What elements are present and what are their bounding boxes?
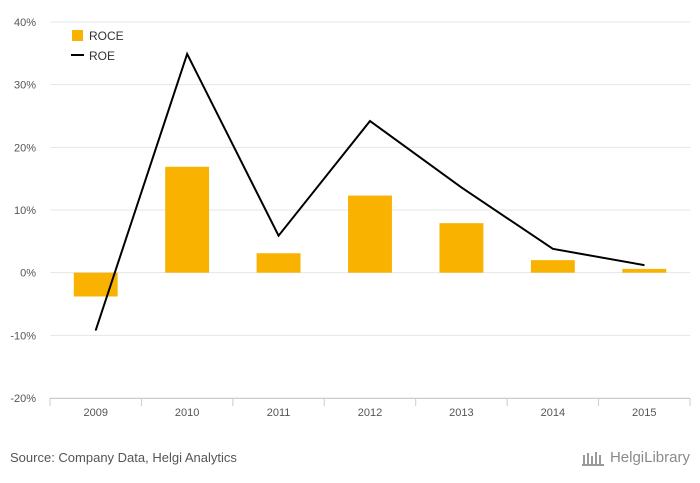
roce-bar <box>348 195 392 273</box>
roe-point <box>552 248 554 250</box>
roce-bar <box>256 253 301 273</box>
roce-bar <box>622 268 667 273</box>
x-tick-label: 2012 <box>358 407 382 419</box>
x-axis: 2009 2010 2011 2012 2013 2014 2015 <box>49 398 691 419</box>
roce-bar <box>439 223 484 273</box>
y-axis-ticks: -20% -10% 0% 10% 20% 30% 40% <box>10 17 36 405</box>
roe-point <box>278 235 280 237</box>
roe-line-layer <box>94 51 645 331</box>
roce-bar <box>530 260 575 273</box>
y-tick-label: -20% <box>10 393 36 405</box>
legend-label-roce: ROCE <box>89 29 124 43</box>
y-tick-label: 10% <box>14 205 36 217</box>
roce-bar <box>73 272 118 297</box>
x-tick-label: 2011 <box>267 407 291 419</box>
roe-point <box>369 120 371 122</box>
y-tick-label: 0% <box>20 268 36 280</box>
roe-point <box>95 329 97 331</box>
roce-bar <box>165 166 210 273</box>
x-tick-label: 2015 <box>632 407 656 419</box>
brand-name: HelgiLibrary <box>609 449 690 466</box>
source-note: Source: Company Data, Helgi Analytics <box>10 450 237 465</box>
y-tick-label: 40% <box>14 17 36 29</box>
roe-point <box>643 264 645 266</box>
x-tick-label: 2014 <box>541 407 565 419</box>
legend-swatch-roce <box>72 30 83 41</box>
y-tick-label: 30% <box>14 80 36 92</box>
legend: ROCE ROE <box>71 29 124 63</box>
y-tick-label: 20% <box>14 142 36 154</box>
roe-point <box>460 186 462 188</box>
library-icon <box>581 451 604 466</box>
y-tick-label: -10% <box>10 330 36 342</box>
roce-bars <box>73 166 667 297</box>
roe-point <box>186 53 188 55</box>
legend-label-roe: ROE <box>89 49 115 63</box>
x-tick-label: 2009 <box>83 407 107 419</box>
x-tick-label: 2010 <box>175 407 199 419</box>
x-tick-label: 2013 <box>449 407 473 419</box>
brand-logo[interactable]: HelgiLibrary <box>581 449 690 466</box>
chart: -20%-10%0%10%20%30%40% 2009 2010 2011 2012 2… <box>10 17 691 419</box>
